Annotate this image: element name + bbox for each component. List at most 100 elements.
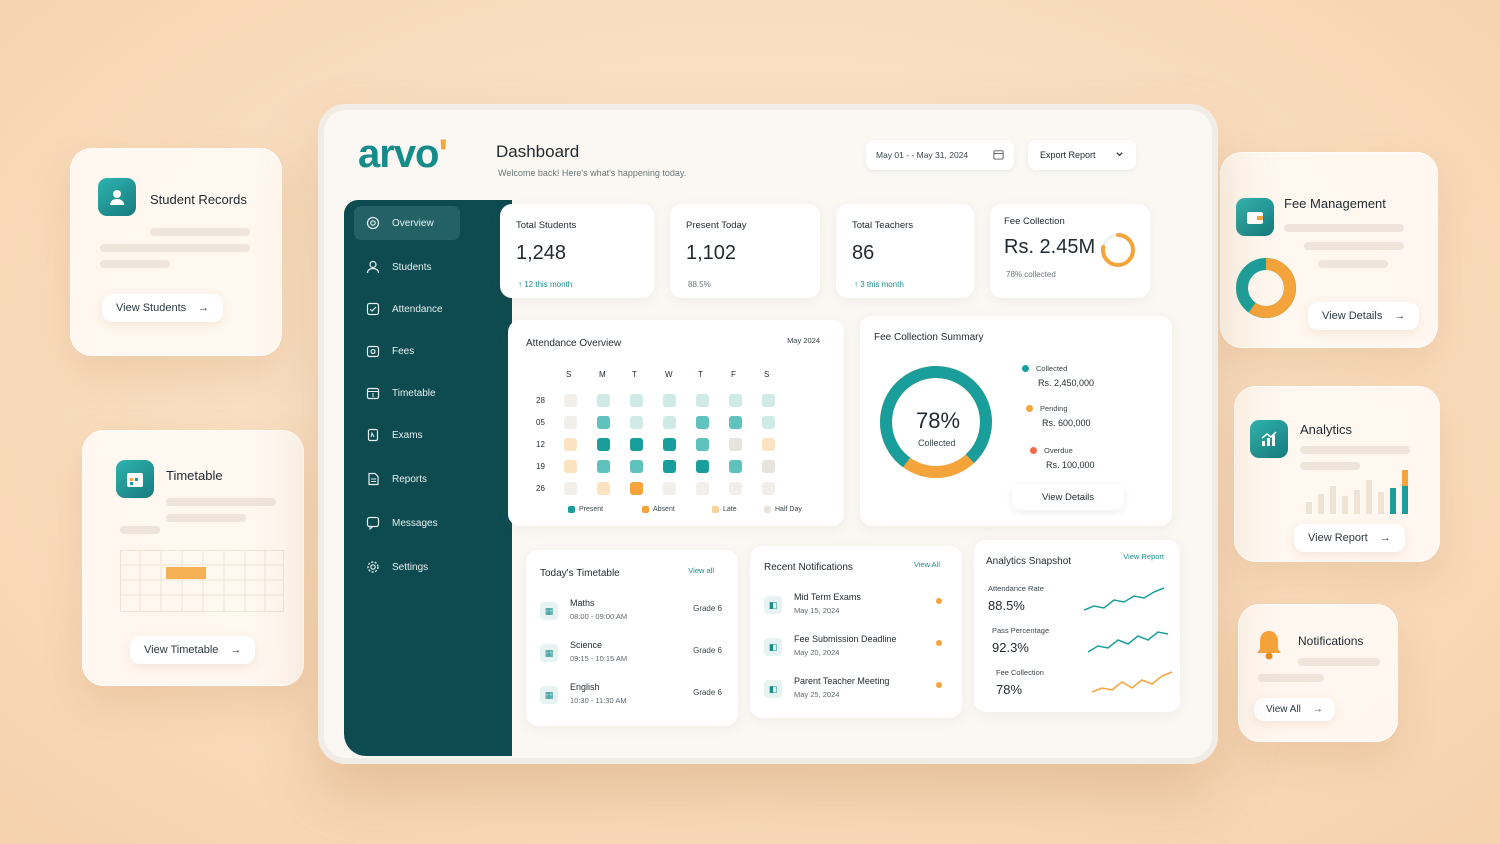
sidebar-item-reports[interactable]: Reports bbox=[354, 462, 460, 496]
calendar-week-label: 28 bbox=[536, 396, 545, 405]
calendar-day-header: T bbox=[632, 370, 637, 379]
sidebar-item-settings[interactable]: Settings bbox=[354, 550, 460, 584]
timetable-row[interactable]: ▦ Maths 08:00 - 09:00 AM Grade 6 bbox=[540, 594, 722, 630]
calendar-day-cell[interactable] bbox=[762, 394, 775, 407]
analytics-card: Analytics View Report → bbox=[1234, 386, 1440, 562]
calendar-day-cell[interactable] bbox=[630, 416, 643, 429]
calendar-day-header: M bbox=[599, 370, 606, 379]
calendar-day-cell[interactable] bbox=[729, 438, 742, 451]
view-students-button[interactable]: View Students → bbox=[102, 294, 224, 322]
legend-present: Present bbox=[568, 506, 603, 513]
attendance-sparkline bbox=[1084, 587, 1165, 611]
calendar-day-cell[interactable] bbox=[630, 438, 643, 451]
calendar-day-cell[interactable] bbox=[564, 438, 577, 451]
legend-absent: Absent bbox=[642, 506, 675, 513]
notifications-float-title: Notifications bbox=[1298, 634, 1364, 648]
date-range-picker[interactable]: May 01 - - May 31, 2024 bbox=[866, 140, 1014, 170]
analytics-icon bbox=[1250, 420, 1288, 458]
calendar-day-cell[interactable] bbox=[762, 416, 775, 429]
calendar-day-cell[interactable] bbox=[762, 460, 775, 473]
calendar-day-cell[interactable] bbox=[696, 482, 709, 495]
legend-late: Late bbox=[712, 506, 737, 513]
calendar-week-label: 26 bbox=[536, 484, 545, 493]
calendar-day-cell[interactable] bbox=[597, 460, 610, 473]
calendar-day-cell[interactable] bbox=[564, 416, 577, 429]
calendar-day-cell[interactable] bbox=[630, 482, 643, 495]
calendar-day-cell[interactable] bbox=[762, 438, 775, 451]
timetable-row[interactable]: ▦ Science 09:15 - 10:15 AM Grade 6 bbox=[540, 636, 722, 672]
timetable-float-title: Timetable bbox=[166, 468, 223, 483]
collected-dot bbox=[1022, 365, 1029, 372]
calendar-day-cell[interactable] bbox=[630, 460, 643, 473]
fee-management-card: Fee Management View Details → bbox=[1220, 152, 1438, 348]
view-timetable-button[interactable]: View Timetable → bbox=[130, 636, 256, 664]
calendar-day-cell[interactable] bbox=[663, 394, 676, 407]
analytics-row: Attendance Rate 88.5% bbox=[988, 584, 1168, 622]
calendar-week-label: 05 bbox=[536, 418, 545, 427]
sidebar-item-timetable[interactable]: Timetable bbox=[354, 376, 460, 410]
view-report-float-button[interactable]: View Report → bbox=[1294, 524, 1405, 552]
analytics-snapshot-card: Analytics Snapshot View Report Attendanc… bbox=[974, 540, 1180, 712]
calendar-day-cell[interactable] bbox=[597, 416, 610, 429]
view-details-float-button[interactable]: View Details → bbox=[1308, 302, 1420, 330]
notifications-view-all-link[interactable]: View All bbox=[913, 560, 940, 569]
calendar-day-cell[interactable] bbox=[696, 438, 709, 451]
notification-row[interactable]: ◧ Mid Term Exams May 15, 2024 bbox=[764, 588, 946, 624]
timetable-card: Timetable View Timetable → bbox=[82, 430, 304, 686]
notification-row[interactable]: ◧ Parent Teacher Meeting May 25, 2024 bbox=[764, 672, 946, 708]
calendar-day-cell[interactable] bbox=[564, 460, 577, 473]
timetable-row[interactable]: ▦ English 10:30 - 11:30 AM Grade 6 bbox=[540, 678, 722, 714]
fee-percent: 78% bbox=[916, 408, 961, 433]
export-report-button[interactable]: Export Report bbox=[1028, 140, 1136, 170]
view-all-float-button[interactable]: View All → bbox=[1254, 698, 1335, 721]
calendar-day-cell[interactable] bbox=[597, 438, 610, 451]
unread-dot bbox=[936, 598, 942, 604]
timetable-view-all-link[interactable]: View all bbox=[688, 566, 714, 575]
arrow-right-icon: → bbox=[230, 644, 242, 656]
pending-dot bbox=[1026, 405, 1033, 412]
overdue-dot bbox=[1030, 447, 1037, 454]
wallet-icon bbox=[1236, 198, 1274, 236]
stat-card-fees: Fee Collection Rs. 2.45M 78% collected bbox=[990, 204, 1150, 298]
fee-progress-ring bbox=[1101, 233, 1135, 267]
calendar-day-cell[interactable] bbox=[696, 460, 709, 473]
calendar-day-cell[interactable] bbox=[564, 482, 577, 495]
calendar-day-header: F bbox=[731, 370, 736, 379]
calendar-day-cell[interactable] bbox=[663, 416, 676, 429]
sidebar-item-students[interactable]: Students bbox=[354, 250, 460, 284]
calendar-day-cell[interactable] bbox=[729, 482, 742, 495]
sidebar-item-exams[interactable]: Exams bbox=[354, 418, 460, 452]
calendar-day-cell[interactable] bbox=[696, 394, 709, 407]
sidebar-item-overview[interactable]: Overview bbox=[354, 206, 460, 240]
calendar-day-cell[interactable] bbox=[630, 394, 643, 407]
sidebar-item-messages[interactable]: Messages bbox=[354, 506, 460, 540]
attendance-overview-card: Attendance Overview May 2024 S M T W T F S 28 05… bbox=[508, 320, 844, 526]
calendar-day-cell[interactable] bbox=[729, 416, 742, 429]
unread-dot bbox=[936, 640, 942, 646]
analytics-title: Analytics Snapshot bbox=[986, 556, 1072, 567]
notifications-card: Notifications View All → bbox=[1238, 604, 1398, 742]
fee-donut-chart bbox=[880, 366, 993, 478]
calendar-day-cell[interactable] bbox=[663, 482, 676, 495]
notification-row[interactable]: ◧ Fee Submission Deadline May 20, 2024 bbox=[764, 630, 946, 666]
calendar-day-cell[interactable] bbox=[597, 394, 610, 407]
bell-icon bbox=[1254, 628, 1284, 667]
calendar-day-cell[interactable] bbox=[762, 482, 775, 495]
sidebar-item-attendance[interactable]: Attendance bbox=[354, 292, 460, 326]
calendar-day-cell[interactable] bbox=[663, 460, 676, 473]
analytics-row: Pass Percentage 92.3% bbox=[992, 626, 1172, 664]
calendar-day-cell[interactable] bbox=[729, 460, 742, 473]
calendar-day-header: W bbox=[665, 370, 673, 379]
unread-dot bbox=[936, 682, 942, 688]
calendar-day-cell[interactable] bbox=[597, 482, 610, 495]
calendar-day-cell[interactable] bbox=[663, 438, 676, 451]
analytics-view-report-link[interactable]: View Report bbox=[1123, 552, 1164, 561]
arrow-right-icon: → bbox=[1379, 532, 1391, 544]
fee-donut-icon bbox=[1236, 258, 1296, 318]
sidebar-item-fees[interactable]: Fees bbox=[354, 334, 460, 368]
calendar-day-cell[interactable] bbox=[564, 394, 577, 407]
calendar-day-cell[interactable] bbox=[729, 394, 742, 407]
view-details-button[interactable]: View Details bbox=[1012, 484, 1124, 510]
pass-sparkline bbox=[1088, 631, 1169, 653]
calendar-day-cell[interactable] bbox=[696, 416, 709, 429]
